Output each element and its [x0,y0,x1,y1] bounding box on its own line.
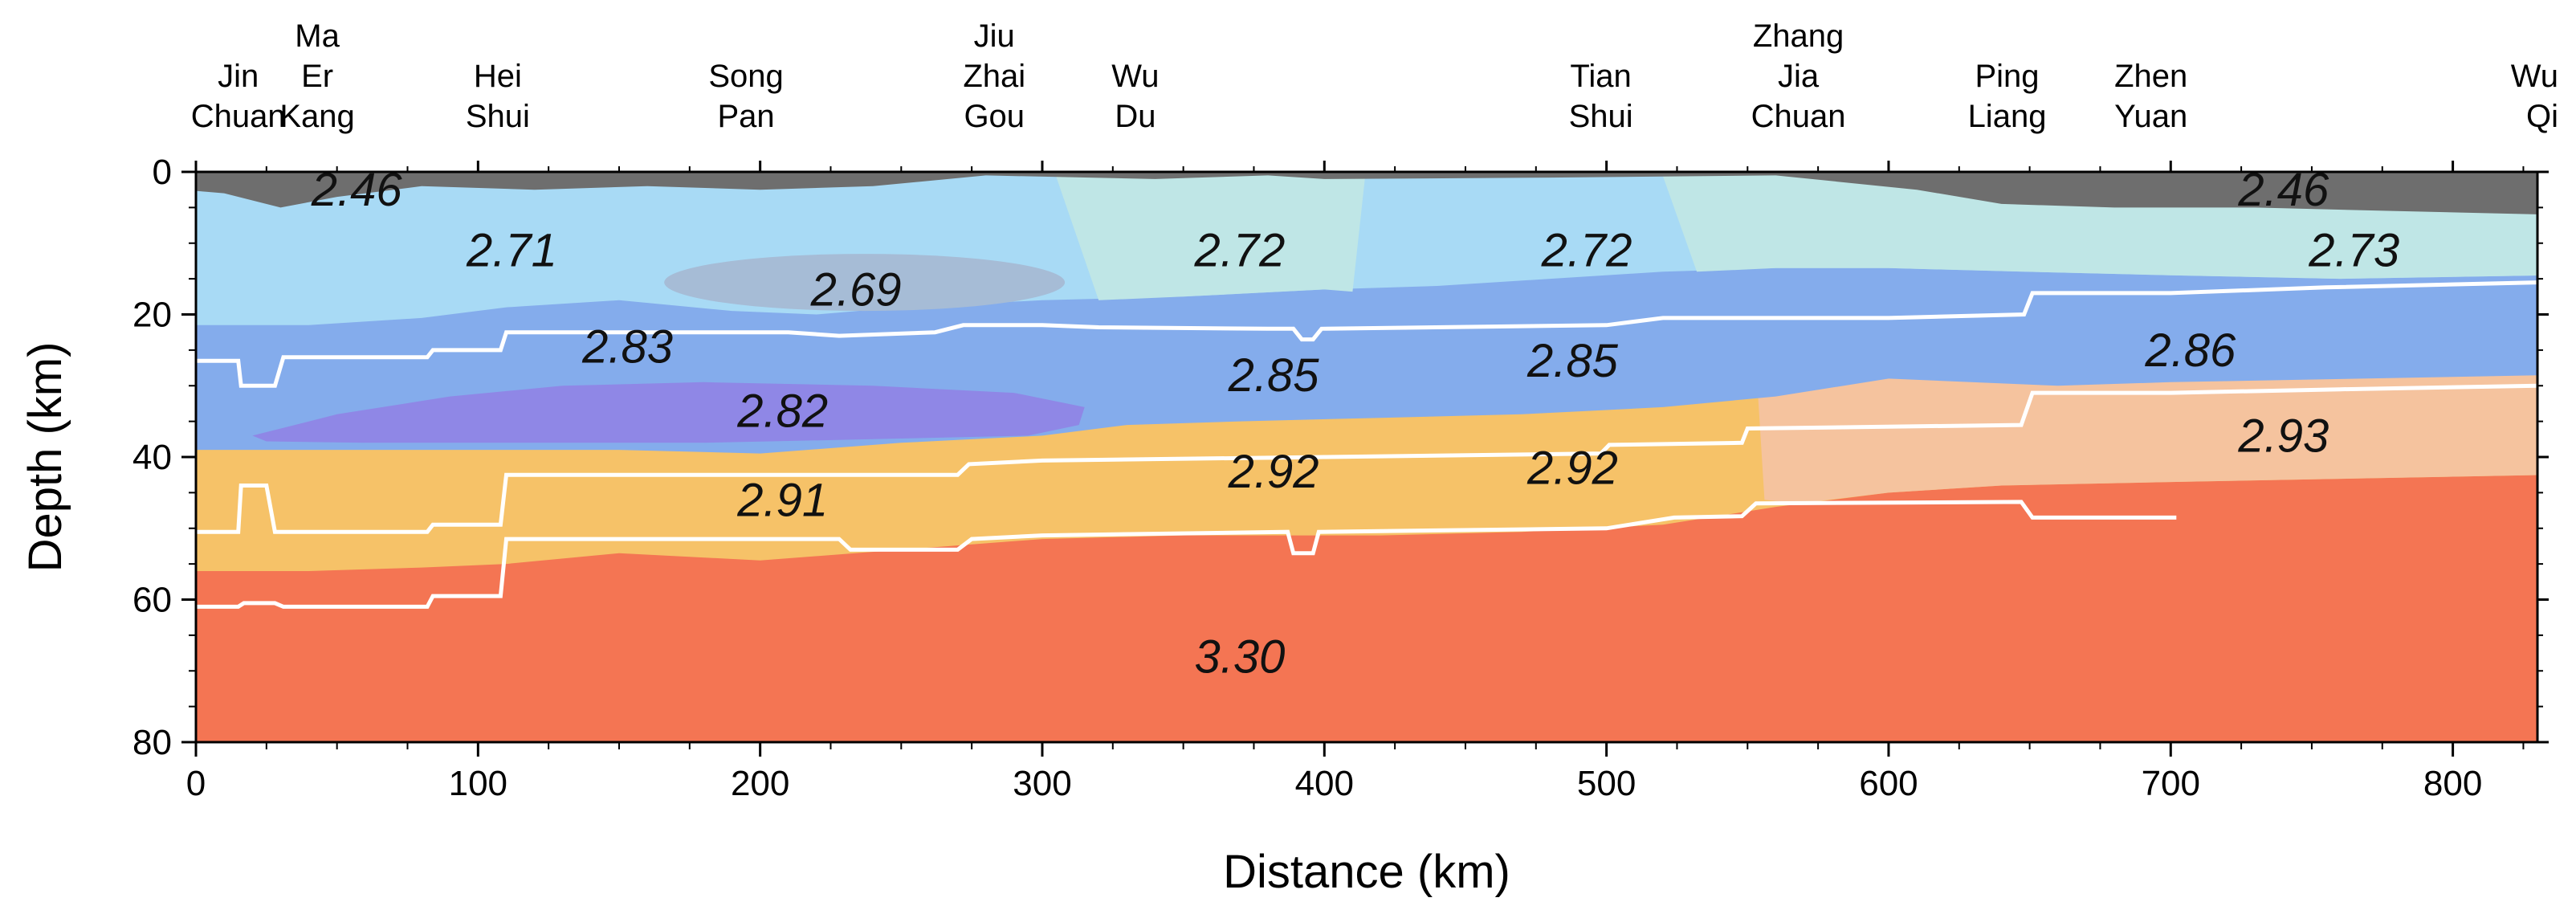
x-tick-label: 300 [1013,764,1071,803]
x-tick-label: 600 [1859,764,1918,803]
density-label: 3.30 [1194,631,1285,684]
density-labels: 2.46 2.462.712.692.72 2.72 2.732.832.85 2.85… [311,164,2399,683]
layer-upper-crust-east [1054,172,1366,300]
station-label: Jia [1778,59,1820,94]
station-label: Ping [1975,59,2039,94]
station-label: Shui [466,99,530,134]
density-label: 2.92 [1526,442,1618,494]
station-label: Hei [474,59,522,94]
station-label: Wu [2511,59,2558,94]
station-label: Jiu [974,18,1015,54]
boundary-lines [196,280,2537,609]
x-axis-title: Distance (km) [1223,846,1510,898]
x-tick-label: 400 [1295,764,1354,803]
station-label: Pan [717,99,774,134]
density-label: 2.82 [736,385,828,437]
density-label: 2.91 [736,474,828,526]
y-tick-label: 20 [132,296,172,335]
body-low-density [252,382,1085,443]
layer-top-mask [181,137,2551,172]
station-label: Zhang [1753,18,1844,54]
x-tick-label: 0 [186,764,206,803]
density-label: 2.92 [1228,446,1319,498]
axis-ticks: 0 100 200 300 400 500 600 700 800 0 20 40 60 80 [132,153,2549,803]
y-axis-title: Depth (km) [19,342,71,573]
station-label: Liang [1968,99,2047,134]
layer-sediment [196,172,2537,214]
density-label: 2.72 [1541,225,1632,277]
station-label: Er [301,59,333,94]
density-label: 2.83 [581,320,673,373]
station-labels: Jin Chuan Ma Er Kang Hei Shui Song Pan Jiu Zhai Gou… [191,18,2558,134]
station-label: Shui [1569,99,1633,134]
density-label: 2.71 [466,225,557,277]
x-tick-label: 700 [2142,764,2200,803]
boundary-3 [196,500,2177,609]
y-tick-label: 40 [132,438,172,477]
body-low-velocity-lens [664,254,1066,312]
density-label: 2.85 [1526,335,1619,387]
station-label: Wu [1111,59,1159,94]
station-label: Du [1115,99,1156,134]
x-tick-label: 200 [731,764,789,803]
station-label: Kang [279,99,354,134]
station-label: Gou [964,99,1025,134]
density-label: 2.69 [810,263,902,316]
density-label: 2.85 [1228,349,1320,402]
boundary-1 [196,280,2537,388]
station-label: Ma [295,18,340,54]
station-label: Qi [2526,99,2558,134]
x-tick-label: 100 [449,764,507,803]
x-tick-label: 500 [1577,764,1636,803]
station-label: Song [708,59,783,94]
y-tick-label: 80 [132,723,172,762]
density-label: 2.93 [2237,410,2329,462]
y-tick-label: 0 [153,153,172,192]
station-label: Tian [1570,59,1631,94]
station-label: Chuan [1751,99,1846,134]
density-label: 2.72 [1193,225,1285,277]
station-label: Chuan [191,99,286,134]
density-label: 2.73 [2308,225,2399,277]
density-label: 2.86 [2144,324,2236,377]
station-label: Yuan [2114,99,2187,134]
y-tick-label: 60 [132,581,172,620]
boundary-2 [196,383,2537,534]
station-label: Zhai [963,59,1025,94]
station-label: Jin [218,59,259,94]
x-tick-label: 800 [2423,764,2482,803]
station-label: Zhen [2114,59,2187,94]
